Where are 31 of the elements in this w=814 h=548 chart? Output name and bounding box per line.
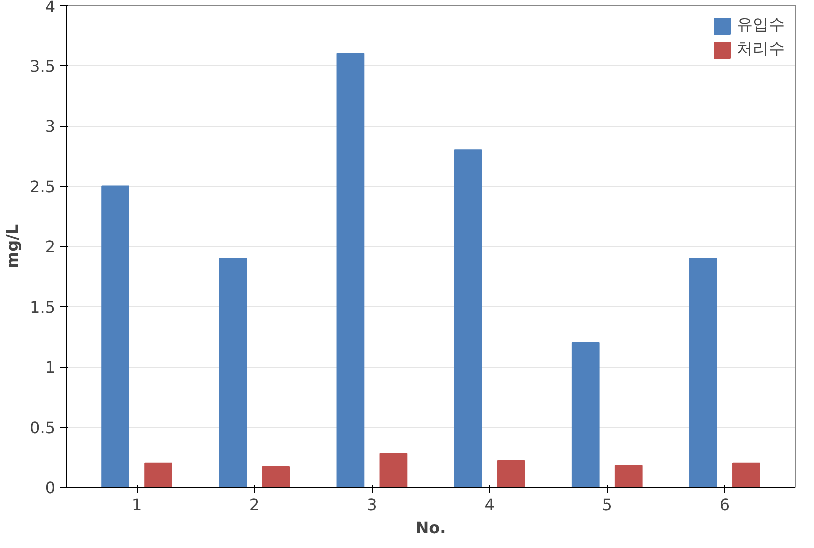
bar: [497, 460, 526, 488]
x-tick-label: 6: [720, 496, 730, 514]
x-axis-title: No.: [416, 518, 446, 538]
y-tick-label: 0: [45, 478, 56, 498]
y-tick-label: 2: [45, 238, 56, 256]
x-tick-label: 5: [602, 496, 612, 514]
x-tick-label: 3: [367, 496, 378, 514]
bar: [732, 462, 760, 488]
y-axis-title: mg/L: [3, 224, 22, 269]
bar: [144, 462, 172, 488]
legend-label: 처리수: [737, 39, 785, 60]
x-tick-label: 2: [250, 496, 260, 514]
y-tick-label: 0.5: [30, 418, 56, 438]
y-tick-label: 1: [45, 358, 56, 377]
bar: [614, 465, 643, 488]
x-tick-label: 1: [132, 496, 142, 514]
bar: [572, 342, 600, 488]
y-tick-label: 1.5: [30, 298, 56, 317]
y-tick-label: 2.5: [30, 177, 56, 196]
bar: [262, 466, 290, 488]
y-tick-label: 3: [45, 117, 56, 136]
bar: [336, 53, 365, 488]
y-tick-label: 4: [45, 0, 56, 16]
bar: [454, 150, 482, 488]
bar: [219, 258, 248, 488]
x-tick-label: 4: [484, 496, 495, 514]
legend-label: 유입수: [737, 15, 785, 36]
y-tick-label: 3.5: [30, 56, 56, 76]
bar: [690, 258, 718, 488]
bar: [102, 186, 130, 488]
bar: [380, 453, 408, 488]
